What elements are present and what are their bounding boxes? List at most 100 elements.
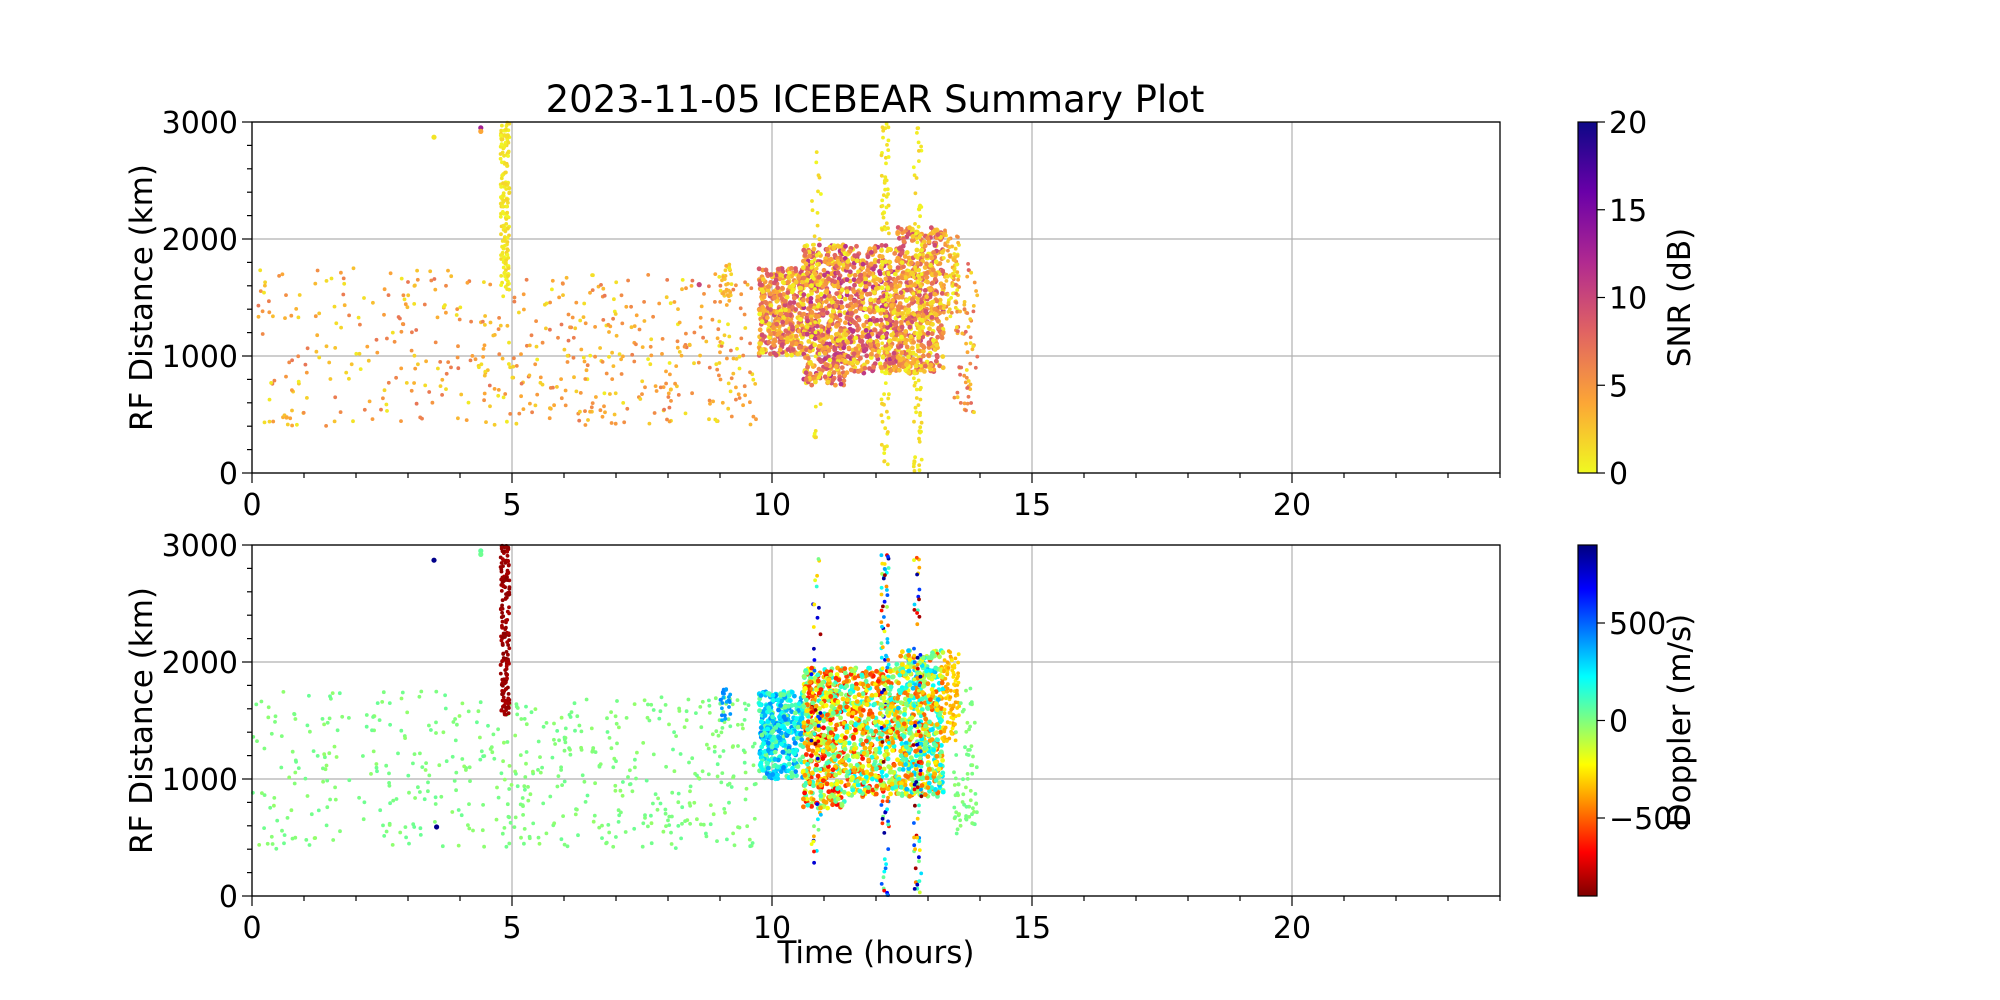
scatter-point bbox=[412, 825, 417, 829]
scatter-point bbox=[817, 318, 822, 323]
scatter-point bbox=[885, 143, 889, 147]
scatter-point bbox=[521, 813, 525, 817]
scatter-point bbox=[692, 330, 697, 335]
scatter-point bbox=[854, 243, 859, 249]
scatter-point bbox=[759, 719, 764, 725]
scatter-point bbox=[338, 410, 343, 414]
scatter-point bbox=[965, 311, 970, 315]
scatter-point bbox=[965, 401, 970, 406]
scatter-point bbox=[305, 396, 309, 400]
scatter-point bbox=[503, 239, 507, 243]
scatter-point bbox=[327, 360, 332, 365]
scatter-point bbox=[552, 721, 556, 726]
scatter-point bbox=[899, 294, 905, 300]
scatter-point bbox=[304, 838, 309, 842]
scatter-point bbox=[935, 318, 941, 324]
scatter-point bbox=[906, 315, 912, 321]
scatter-point bbox=[847, 335, 853, 341]
scatter-point bbox=[804, 265, 810, 271]
scatter-point bbox=[482, 373, 487, 378]
scatter-point bbox=[809, 753, 814, 758]
scatter-point bbox=[869, 351, 874, 357]
scatter-point bbox=[498, 201, 503, 206]
scatter-point bbox=[273, 714, 278, 719]
scatter-point bbox=[506, 200, 510, 205]
scatter-point bbox=[414, 401, 419, 406]
scatter-point bbox=[505, 676, 509, 681]
scatter-point bbox=[763, 267, 769, 273]
scatter-point bbox=[689, 284, 694, 288]
scatter-point bbox=[675, 339, 680, 344]
scatter-point bbox=[953, 246, 958, 251]
scatter-point bbox=[334, 321, 339, 326]
scatter-point bbox=[369, 772, 373, 776]
scatter-point bbox=[466, 400, 471, 405]
scatter-point bbox=[460, 701, 465, 706]
scatter-point bbox=[494, 817, 499, 822]
scatter-point bbox=[803, 250, 808, 256]
scatter-point bbox=[913, 265, 917, 270]
scatter-point bbox=[804, 271, 810, 276]
scatter-point bbox=[658, 709, 663, 714]
scatter-point bbox=[508, 412, 513, 416]
scatter-point bbox=[791, 720, 797, 726]
scatter-point bbox=[482, 391, 487, 396]
scatter-point bbox=[786, 748, 792, 754]
colorbar-gradient bbox=[1577, 121, 1598, 474]
scatter-point bbox=[728, 724, 733, 729]
scatter-point bbox=[617, 352, 622, 356]
scatter-point bbox=[512, 295, 517, 300]
scatter-point bbox=[641, 741, 646, 745]
scatter-point bbox=[866, 281, 872, 287]
scatter-point bbox=[721, 749, 726, 753]
scatter-point bbox=[828, 717, 833, 723]
scatter-point bbox=[500, 603, 504, 608]
scatter-point bbox=[446, 360, 451, 364]
scatter-point bbox=[817, 357, 823, 363]
scatter-point bbox=[600, 414, 605, 419]
scatter-point bbox=[830, 710, 836, 716]
scatter-point bbox=[752, 782, 757, 787]
scatter-point bbox=[651, 801, 655, 806]
scatter-point bbox=[716, 327, 721, 332]
scatter-point bbox=[772, 295, 777, 301]
scatter-point bbox=[583, 423, 588, 427]
scatter-point bbox=[561, 814, 565, 818]
scatter-point bbox=[813, 354, 818, 359]
scatter-point bbox=[717, 361, 722, 365]
scatter-point bbox=[939, 291, 945, 296]
scatter-point bbox=[515, 784, 520, 789]
scatter-point bbox=[266, 715, 271, 720]
scatter-point bbox=[495, 785, 499, 790]
scatter-point bbox=[593, 354, 597, 359]
scatter-point bbox=[826, 371, 832, 377]
scatter-point bbox=[933, 271, 939, 277]
scatter-point bbox=[968, 341, 973, 345]
scatter-point bbox=[471, 828, 475, 833]
scatter-point bbox=[805, 761, 810, 767]
scatter-point bbox=[522, 307, 526, 312]
scatter-point bbox=[456, 416, 460, 421]
scatter-point bbox=[942, 304, 947, 308]
scatter-point bbox=[550, 287, 554, 292]
scatter-point bbox=[548, 406, 552, 411]
scatter-point bbox=[686, 697, 691, 702]
scatter-point bbox=[555, 385, 559, 389]
scatter-point bbox=[815, 211, 820, 215]
scatter-point bbox=[801, 796, 806, 802]
scatter-point bbox=[806, 339, 812, 344]
scatter-point bbox=[548, 327, 552, 332]
scatter-point bbox=[835, 299, 840, 305]
scatter-point bbox=[648, 344, 653, 349]
scatter-point bbox=[779, 342, 785, 347]
scatter-point bbox=[965, 350, 970, 355]
scatter-point bbox=[833, 735, 839, 741]
scatter-point bbox=[564, 275, 569, 280]
scatter-point bbox=[851, 357, 857, 363]
scatter-point bbox=[917, 463, 922, 467]
scatter-point bbox=[690, 391, 694, 396]
scatter-point bbox=[654, 389, 659, 393]
scatter-point bbox=[597, 825, 602, 830]
scatter-point bbox=[940, 330, 946, 336]
scatter-point bbox=[770, 693, 776, 698]
